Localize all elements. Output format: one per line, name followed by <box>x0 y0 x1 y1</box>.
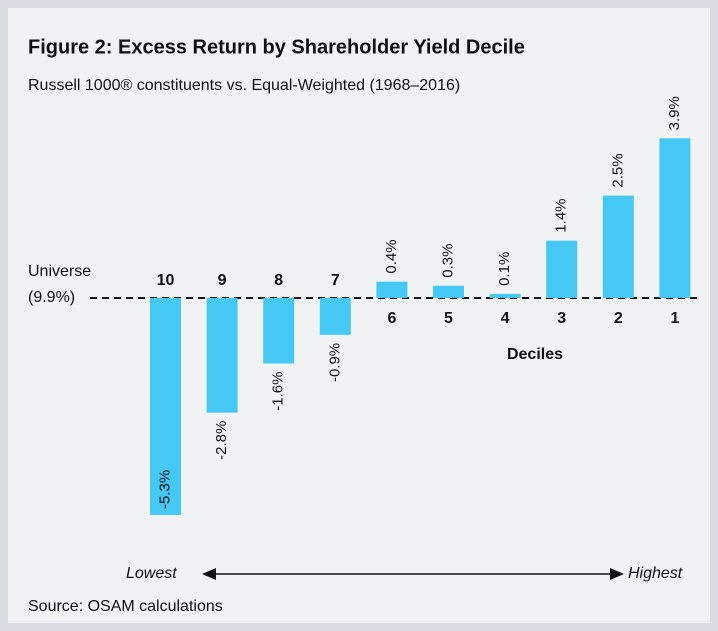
x-tick-label: 2 <box>614 310 623 327</box>
chart-subtitle: Russell 1000® constituents vs. Equal-Wei… <box>28 77 460 94</box>
x-tick-label: 10 <box>157 272 175 289</box>
value-label: 0.1% <box>496 252 513 286</box>
bar <box>150 298 181 515</box>
value-label: 2.5% <box>609 153 626 187</box>
x-tick-label: 1 <box>670 310 679 327</box>
value-label: -5.3% <box>156 470 173 509</box>
annotation: Highest <box>628 565 683 582</box>
bar <box>263 298 295 364</box>
bar <box>376 281 408 298</box>
arrow <box>202 568 624 580</box>
x-axis-label: Deciles <box>507 346 563 363</box>
x-tick-label: 7 <box>331 272 340 289</box>
value-label: -0.9% <box>326 343 343 382</box>
value-label: -2.8% <box>213 421 230 460</box>
value-label: 3.9% <box>666 96 683 130</box>
x-tick-label: 5 <box>444 310 453 327</box>
baseline-label: (9.9%) <box>28 289 75 306</box>
bar <box>206 298 238 413</box>
bar <box>319 298 351 335</box>
bar <box>546 240 578 298</box>
chart-title: Figure 2: Excess Return by Shareholder Y… <box>28 36 525 58</box>
value-label: 0.3% <box>439 244 456 278</box>
value-label: 0.4% <box>383 239 400 273</box>
bar <box>602 195 634 298</box>
x-tick-label: 8 <box>274 272 283 289</box>
x-tick-label: 6 <box>387 310 396 327</box>
bar <box>433 285 464 298</box>
panel <box>8 8 710 623</box>
bar <box>489 293 521 298</box>
x-tick-label: 9 <box>218 272 227 289</box>
bar <box>659 138 691 298</box>
value-label: 1.4% <box>553 198 570 232</box>
x-tick-label: 4 <box>501 310 510 327</box>
baseline-label: Universe <box>28 263 91 280</box>
value-label: -1.6% <box>270 372 287 411</box>
annotation: Lowest <box>126 565 177 582</box>
source: Source: OSAM calculations <box>28 598 223 615</box>
x-tick-label: 3 <box>557 310 566 327</box>
